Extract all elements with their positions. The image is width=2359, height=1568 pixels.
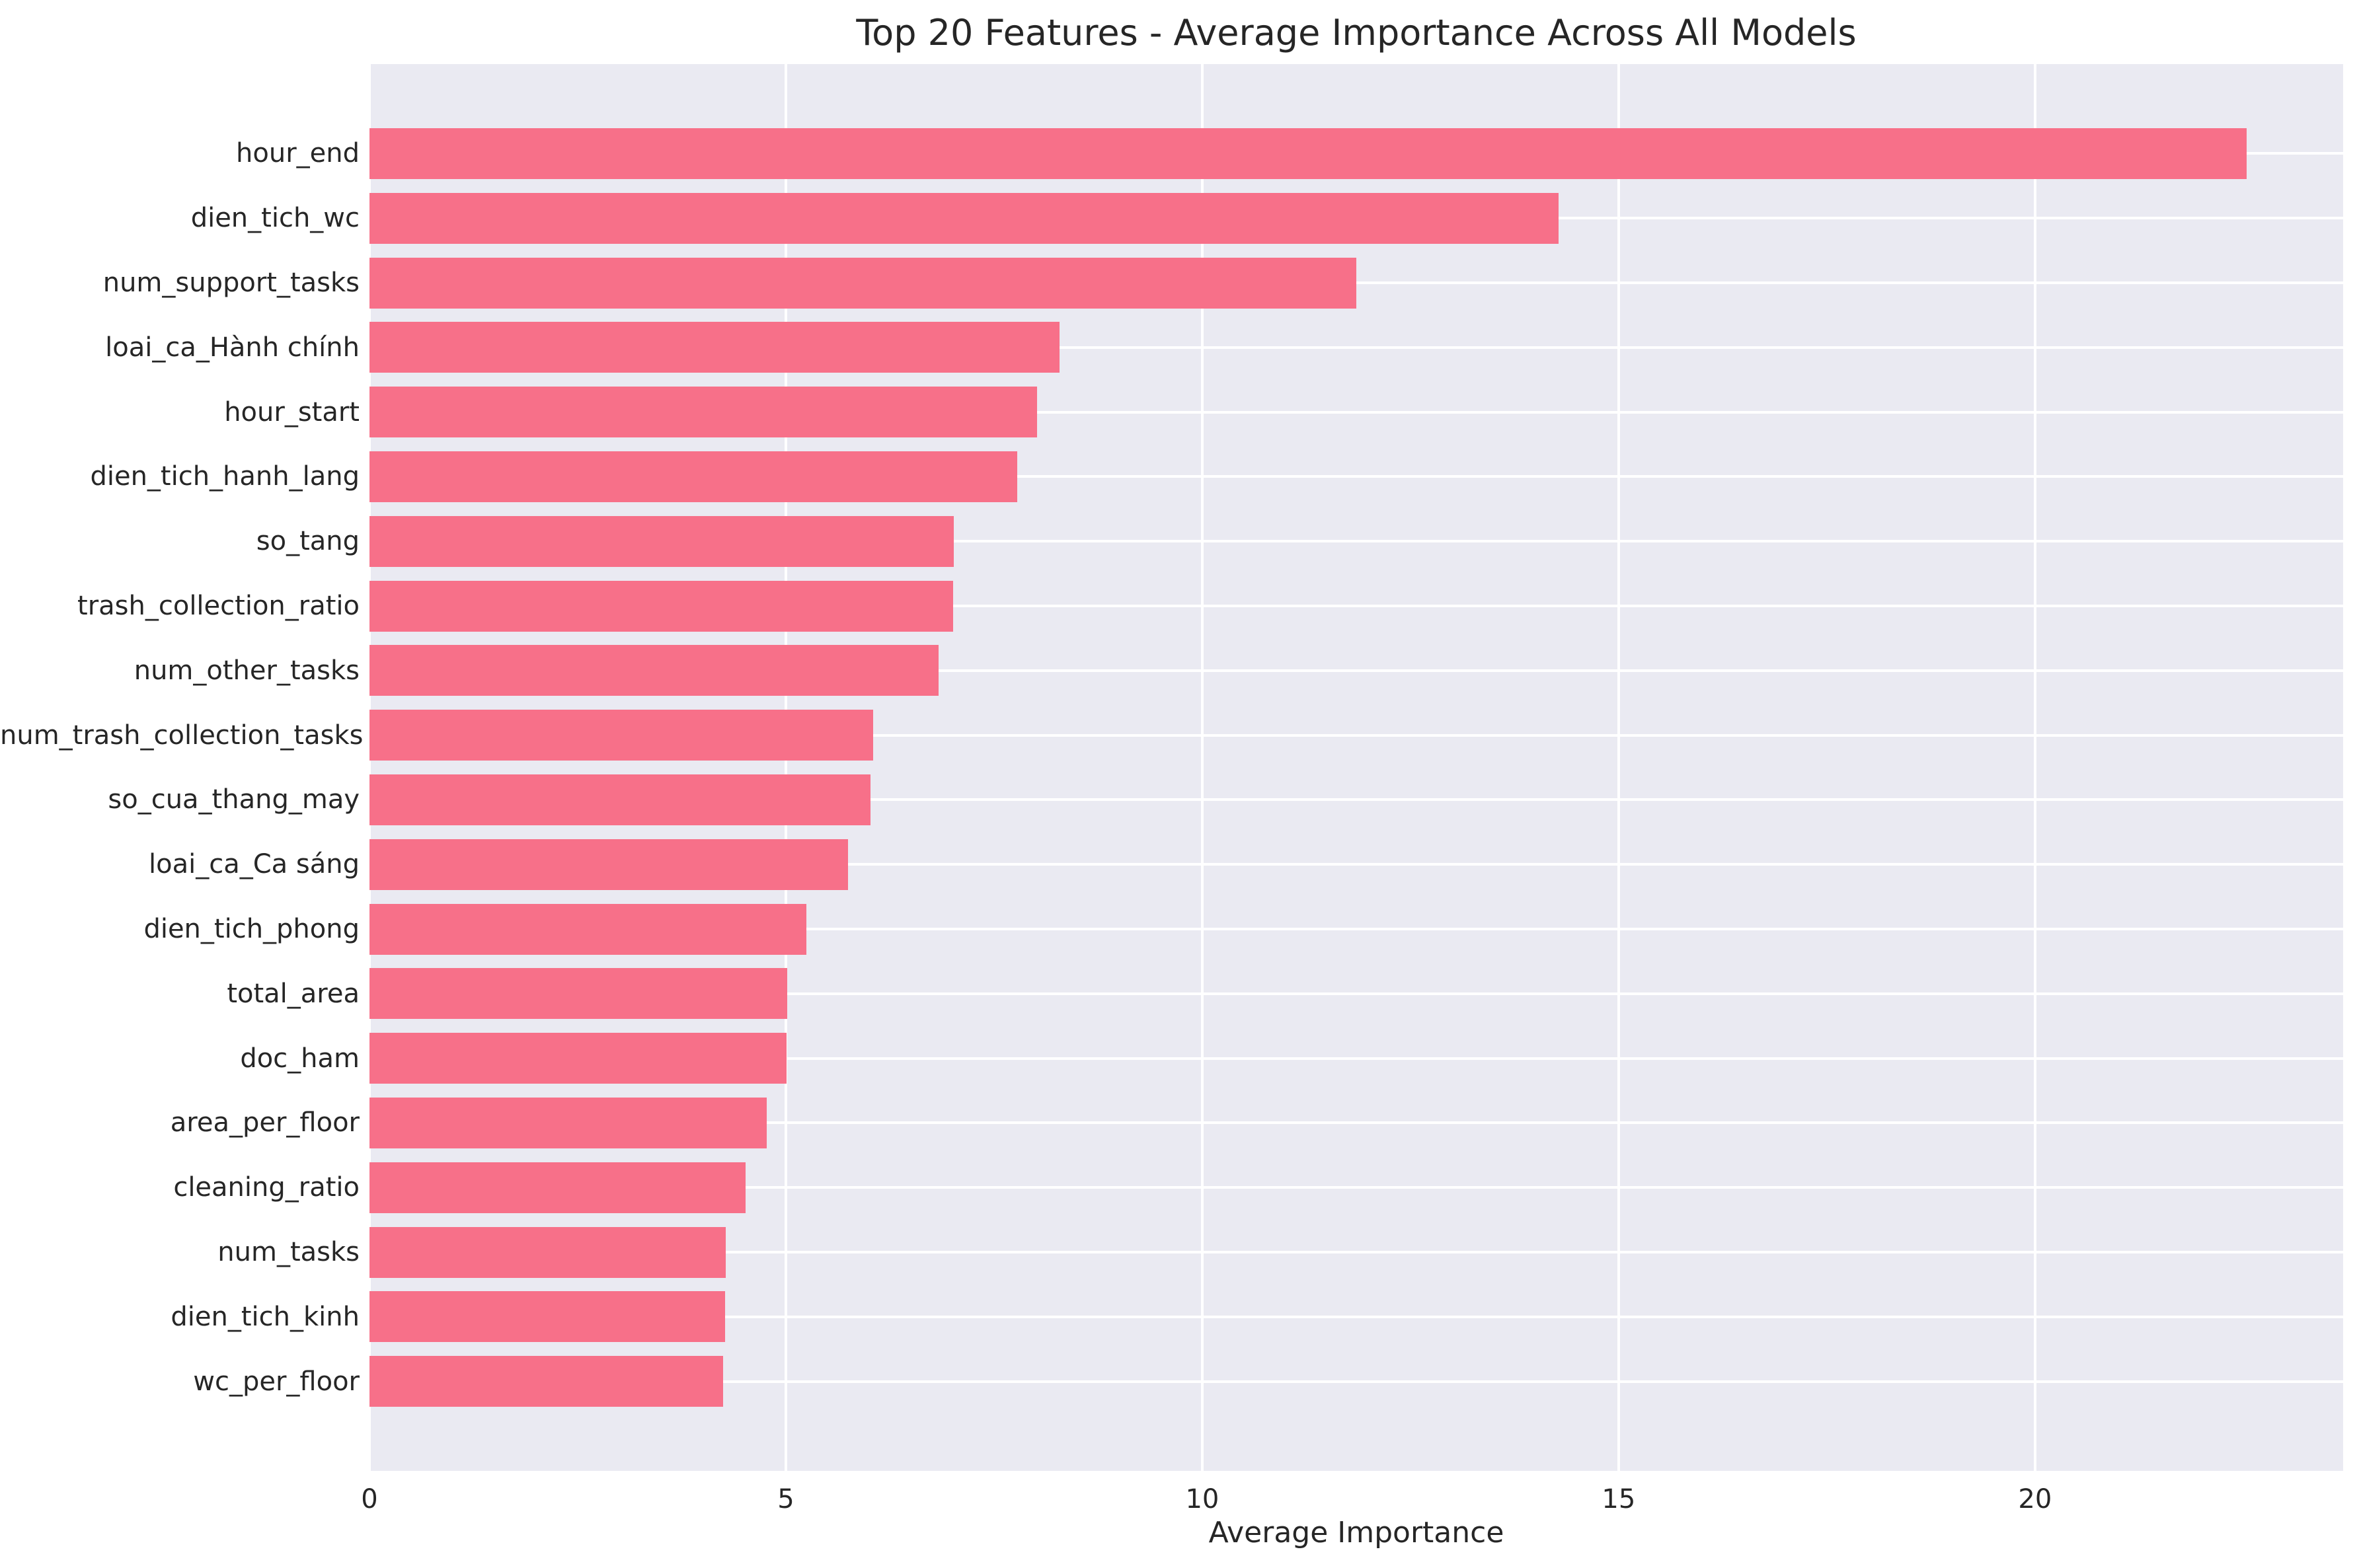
- bar-num_support_tasks: [369, 257, 1356, 309]
- y-tick-label: dien_tich_kinh: [171, 1301, 360, 1332]
- bar-loai_ca_Hành chính: [369, 322, 1060, 373]
- bar-trash_collection_ratio: [369, 580, 954, 632]
- bar-dien_tich_wc: [369, 192, 1559, 244]
- bar-doc_ham: [369, 1033, 787, 1084]
- y-tick-label: loai_ca_Ca sáng: [149, 849, 360, 880]
- y-tick-label: dien_tich_hanh_lang: [90, 461, 360, 492]
- x-gridline: [784, 64, 787, 1471]
- bar-hour_start: [369, 387, 1038, 438]
- x-gridline: [2033, 64, 2036, 1471]
- y-tick-label: cleaning_ratio: [173, 1172, 360, 1203]
- y-tick-label: loai_ca_Hành chính: [105, 332, 360, 363]
- bar-total_area: [369, 968, 788, 1020]
- y-gridline: [369, 1251, 2343, 1253]
- y-gridline: [369, 475, 2343, 478]
- x-tick-label: 20: [2018, 1484, 2052, 1514]
- x-gridline: [1200, 64, 1204, 1471]
- y-tick-label: so_tang: [256, 526, 360, 557]
- y-tick-label: num_support_tasks: [102, 268, 360, 298]
- bar-area_per_floor: [369, 1097, 767, 1148]
- y-gridline: [369, 798, 2343, 802]
- y-gridline: [369, 1380, 2343, 1383]
- y-tick-label: trash_collection_ratio: [77, 591, 360, 621]
- y-gridline: [369, 1186, 2343, 1189]
- y-tick-label: hour_end: [236, 138, 360, 169]
- x-axis-label: Average Importance: [1208, 1516, 1504, 1549]
- bar-num_other_tasks: [369, 645, 939, 696]
- y-gridline: [369, 1121, 2343, 1125]
- bar-so_cua_thang_may: [369, 774, 871, 825]
- bar-cleaning_ratio: [369, 1162, 746, 1213]
- y-tick-label: wc_per_floor: [193, 1366, 360, 1397]
- y-tick-label: doc_ham: [240, 1043, 360, 1074]
- y-gridline: [369, 410, 2343, 414]
- x-gridline: [1617, 64, 1620, 1471]
- y-gridline: [369, 605, 2343, 607]
- bar-dien_tich_kinh: [369, 1291, 725, 1343]
- y-gridline: [369, 281, 2343, 284]
- y-gridline: [369, 669, 2343, 672]
- x-tick-label: 10: [1185, 1484, 1219, 1514]
- x-tick-label: 0: [361, 1484, 378, 1514]
- y-tick-label: area_per_floor: [170, 1107, 360, 1139]
- y-gridline: [369, 733, 2343, 737]
- y-gridline: [369, 1057, 2343, 1060]
- y-tick-label: hour_start: [224, 396, 360, 428]
- y-tick-label: num_other_tasks: [134, 655, 360, 686]
- bar-wc_per_floor: [369, 1356, 724, 1407]
- y-gridline: [369, 540, 2343, 543]
- y-gridline: [369, 992, 2343, 995]
- y-tick-label: dien_tich_phong: [143, 914, 360, 944]
- y-tick-label: num_trash_collection_tasks: [0, 720, 364, 751]
- y-gridline: [369, 1315, 2343, 1318]
- chart-title: Top 20 Features - Average Importance Acr…: [856, 12, 1857, 54]
- bar-num_trash_collection_tasks: [369, 710, 874, 761]
- bar-hour_end: [369, 128, 2247, 179]
- plot-area: [369, 64, 2343, 1471]
- bar-num_tasks: [369, 1226, 726, 1278]
- y-gridline: [369, 928, 2343, 930]
- x-tick-label: 5: [777, 1484, 794, 1514]
- y-gridline: [369, 863, 2343, 866]
- x-tick-label: 15: [1602, 1484, 1636, 1514]
- bar-loai_ca_Ca sáng: [369, 839, 849, 890]
- x-gridline: [369, 64, 371, 1471]
- bar-dien_tich_hanh_lang: [369, 451, 1018, 502]
- y-gridline: [369, 346, 2343, 349]
- y-tick-label: dien_tich_wc: [190, 203, 360, 234]
- y-tick-label: so_cua_thang_may: [108, 784, 360, 815]
- bar-dien_tich_phong: [369, 903, 807, 955]
- y-tick-label: num_tasks: [217, 1237, 360, 1267]
- y-tick-label: total_area: [227, 978, 360, 1009]
- bar-so_tang: [369, 515, 954, 567]
